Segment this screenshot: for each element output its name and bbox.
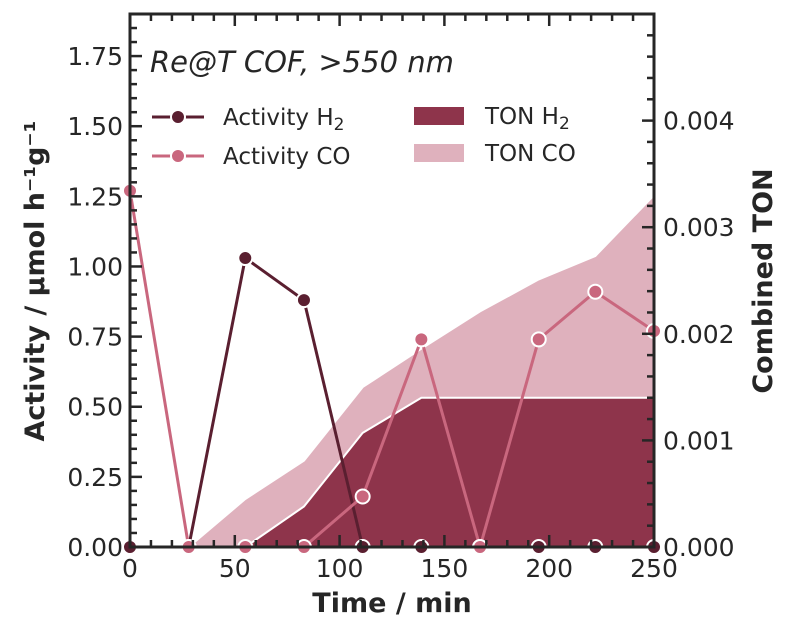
legend-swatch-ton-h2 xyxy=(414,107,464,125)
legend-subscript: 2 xyxy=(559,114,570,134)
point-activity-h2 xyxy=(237,250,254,267)
legend-label-ton-co: TON CO xyxy=(484,141,576,167)
y-right-tick-label: 0.001 xyxy=(663,426,735,455)
legend-label-activity-co: Activity CO xyxy=(223,144,351,170)
x-tick-label: 100 xyxy=(316,554,364,583)
y-left-tick-label: 0.25 xyxy=(67,463,123,492)
legend-swatch-ton-co xyxy=(414,144,464,162)
point-activity-co xyxy=(413,331,430,348)
y-right-tick-label: 0.003 xyxy=(663,213,735,242)
y-axis-right-label: Combined TON xyxy=(748,168,779,393)
x-tick-label: 50 xyxy=(219,554,251,583)
y-left-tick-label: 0.75 xyxy=(67,323,123,352)
activity-line-layer xyxy=(130,190,654,547)
x-tick-label: 150 xyxy=(421,554,469,583)
legend-label-ton-h2: TON H2 xyxy=(484,104,570,134)
line-activity-co xyxy=(130,190,654,547)
y-axis-left-label: Activity / μmol h⁻¹g⁻¹ xyxy=(20,121,51,442)
area-ton-h2 xyxy=(188,397,654,547)
x-tick-label: 250 xyxy=(630,554,678,583)
y-left-tick-label: 1.00 xyxy=(67,252,123,281)
ton-area-layer xyxy=(188,194,654,547)
x-axis-label: Time / min xyxy=(312,588,471,619)
y-left-tick-label: 0.50 xyxy=(67,393,123,422)
axis-ticks xyxy=(128,12,656,549)
area-edge-ton-h2 xyxy=(188,396,654,547)
area-edge-ton-co xyxy=(188,194,654,547)
line-activity-h2 xyxy=(130,255,654,547)
legend: Activity H2 Activity CO TON H2 TON CO xyxy=(152,104,576,170)
y-right-tick-label: 0.004 xyxy=(663,107,735,136)
axis-tick-labels: 0 50 100 150 200 250 0.00 0.25 0.50 0.75 1.00 1.25 1… xyxy=(67,42,734,583)
x-tick-label: 0 xyxy=(122,554,138,583)
legend-marker-activity-h2 xyxy=(170,109,186,125)
point-activity-co xyxy=(530,331,547,348)
y-right-tick-label: 0.000 xyxy=(663,533,735,562)
y-left-tick-label: 1.50 xyxy=(67,112,123,141)
legend-label-activity-h2: Activity H2 xyxy=(223,105,344,135)
point-activity-h2 xyxy=(295,292,312,309)
legend-subscript: 2 xyxy=(334,115,345,135)
legend-marker-activity-co xyxy=(170,148,186,164)
point-activity-co xyxy=(354,488,371,505)
x-tick-label: 200 xyxy=(525,554,573,583)
y-left-tick-label: 1.75 xyxy=(67,42,123,71)
point-activity-co xyxy=(587,283,604,300)
y-left-tick-label: 1.25 xyxy=(67,182,123,211)
chart-title: Re@T COF, >550 nm xyxy=(150,45,454,79)
y-left-tick-label: 0.00 xyxy=(67,533,123,562)
y-right-tick-label: 0.002 xyxy=(663,320,735,349)
